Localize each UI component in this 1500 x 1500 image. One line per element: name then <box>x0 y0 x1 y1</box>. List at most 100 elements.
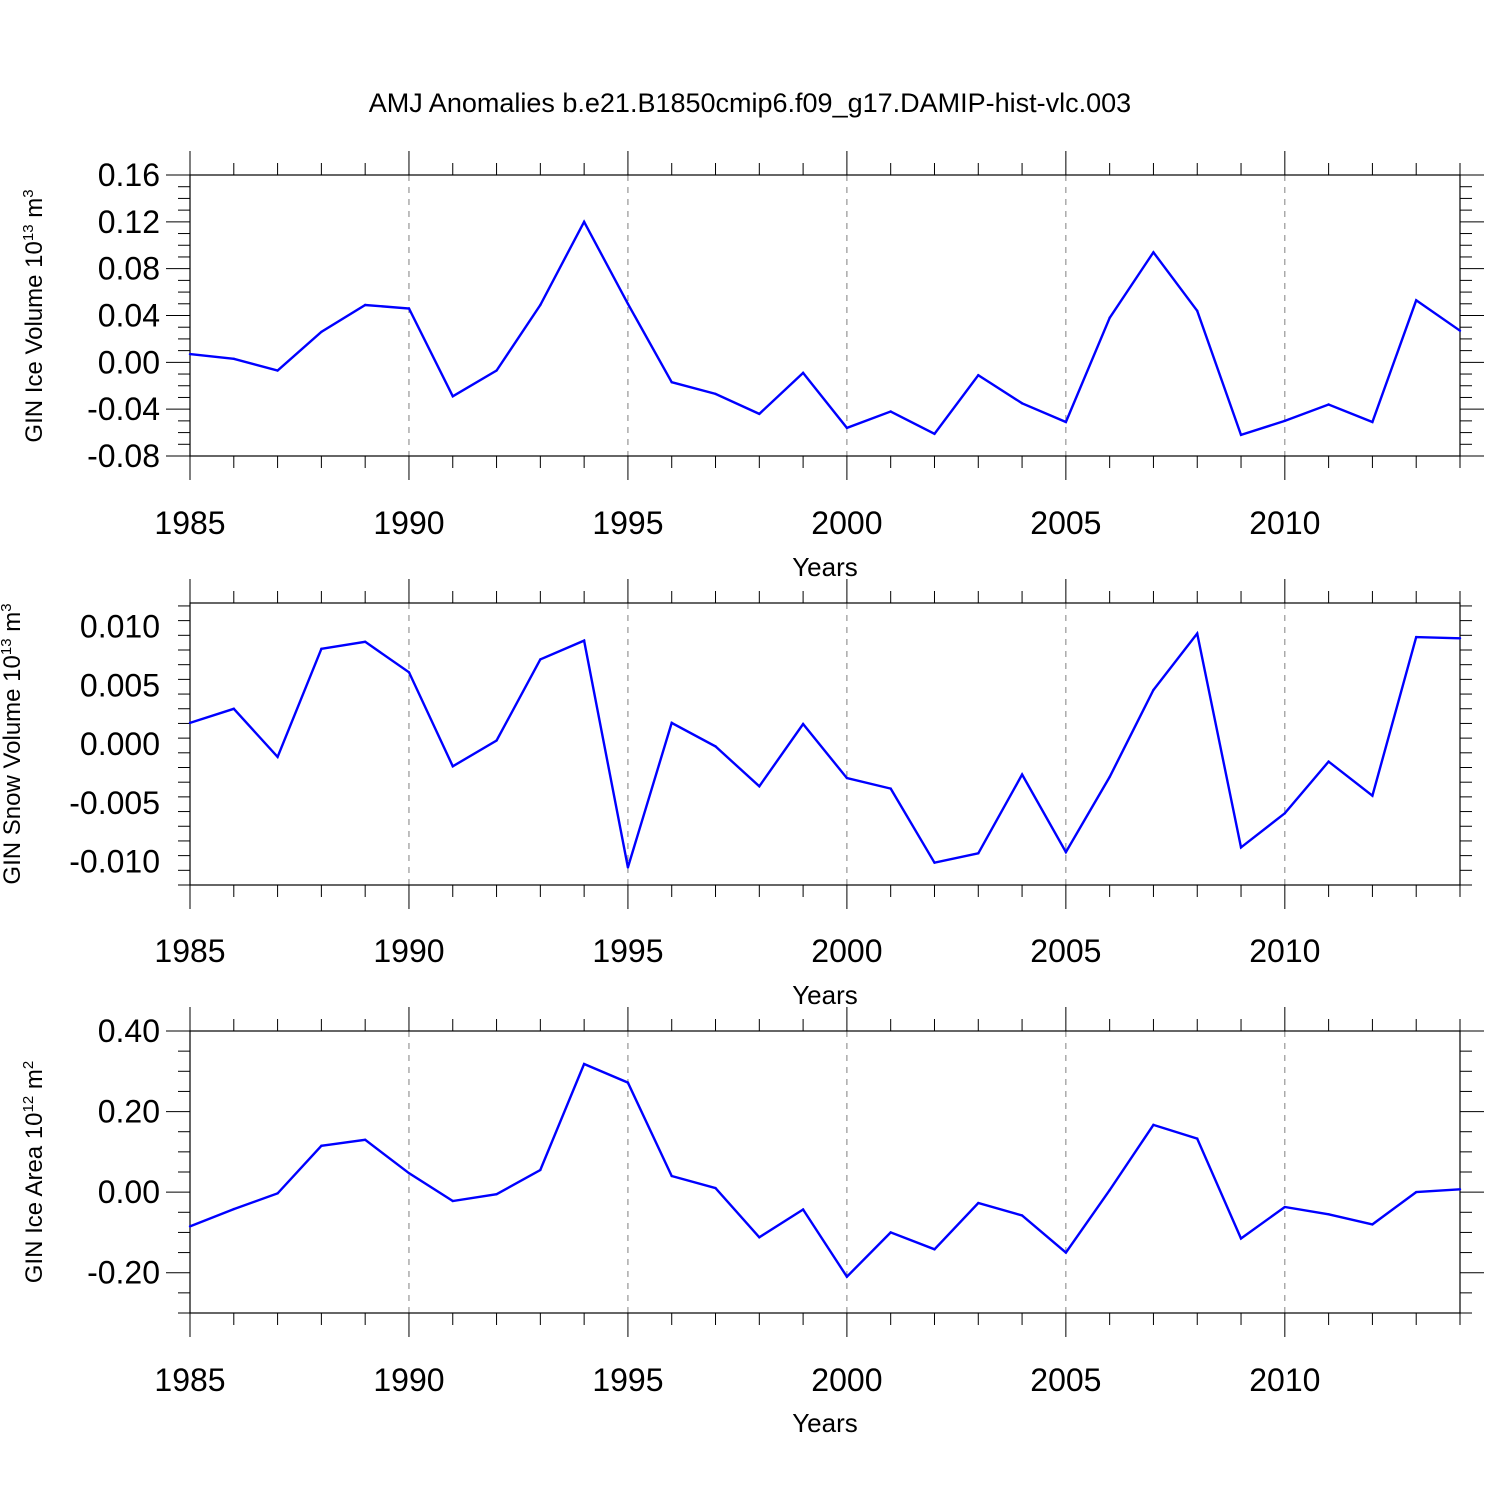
y-axis-label-superscript: 3 <box>0 603 15 611</box>
y-tick-label: 0.000 <box>80 726 160 762</box>
y-tick-label: 0.12 <box>98 204 160 240</box>
x-tick-label: 2010 <box>1249 1362 1320 1398</box>
data-point <box>1152 688 1155 692</box>
x-tick-label: 1985 <box>154 933 225 969</box>
data-point <box>801 1208 805 1211</box>
data-point <box>1327 403 1330 406</box>
plot-frame <box>189 174 1461 457</box>
data-point <box>889 410 892 413</box>
data-point <box>977 852 980 855</box>
x-tick-label: 2000 <box>811 505 882 541</box>
x-axis-label: Years <box>792 1408 858 1438</box>
data-point <box>714 745 717 748</box>
data-point <box>626 1081 630 1084</box>
figure-title: AMJ Anomalies b.e21.B1850cmip6.f09_g17.D… <box>369 88 1131 118</box>
data-point <box>232 357 235 361</box>
data-point <box>714 392 717 396</box>
y-tick-label: 0.005 <box>80 667 160 703</box>
y-axis-label-part: GIN Snow Volume 10 <box>0 655 26 884</box>
series-line <box>189 630 1461 868</box>
data-point <box>977 1201 980 1205</box>
data-point <box>1283 1205 1287 1209</box>
y-tick-label: -0.005 <box>69 785 160 821</box>
data-point <box>977 374 980 377</box>
data-point <box>407 671 411 674</box>
data-point <box>582 220 586 224</box>
data-point <box>1239 846 1243 849</box>
x-axis-label: Years <box>792 552 858 582</box>
y-tick-label: 0.04 <box>98 298 160 334</box>
data-point <box>1415 635 1418 639</box>
data-point <box>1371 420 1374 424</box>
data-point <box>495 739 498 742</box>
data-point <box>626 866 630 869</box>
y-axis-label: GIN Ice Area 1012 m2 <box>20 1061 48 1283</box>
y-axis-label-superscript: 13 <box>20 224 37 241</box>
data-point <box>1152 1123 1155 1127</box>
x-tick-label: 1995 <box>592 1362 663 1398</box>
y-axis-label-part: m <box>0 612 26 639</box>
data-point <box>1239 1237 1243 1240</box>
data-point <box>1064 850 1068 854</box>
series-line <box>189 219 1461 437</box>
data-point <box>451 765 454 768</box>
data-point <box>889 787 892 790</box>
x-tick-label: 2000 <box>811 933 882 969</box>
data-point <box>1415 299 1418 302</box>
data-point <box>933 1248 936 1251</box>
x-tick-label: 2005 <box>1030 1362 1101 1398</box>
plot-frame <box>189 602 1461 886</box>
data-point <box>1283 419 1287 423</box>
data-point <box>582 1062 586 1066</box>
x-tick-label: 2005 <box>1030 933 1101 969</box>
data-point <box>845 1275 849 1278</box>
chart-panel-3: -0.20 0.00 0.20 0.40 1985 1990 1995 2000 2005 201… <box>20 1007 1484 1438</box>
data-point <box>582 639 586 642</box>
data-point <box>363 1138 367 1141</box>
data-point <box>626 302 630 305</box>
data-point <box>495 1192 498 1196</box>
x-tick-label: 1995 <box>592 505 663 541</box>
y-axis-label-superscript: 12 <box>20 1096 37 1113</box>
series-line <box>189 1062 1461 1279</box>
data-point <box>670 381 673 384</box>
data-point <box>1020 402 1024 405</box>
data-point <box>889 1231 892 1234</box>
x-tick-label: 1990 <box>373 505 444 541</box>
data-point <box>363 640 367 643</box>
data-point <box>451 1199 454 1203</box>
data-point <box>1415 1190 1418 1194</box>
data-point <box>539 658 542 661</box>
plot-frame <box>189 1030 1461 1314</box>
y-axis-label-superscript: 13 <box>0 638 15 655</box>
data-point <box>1458 329 1462 332</box>
data-point <box>670 721 673 725</box>
x-tick-label: 2010 <box>1249 933 1320 969</box>
y-axis-label-part: m <box>21 198 48 225</box>
x-tick-label: 1990 <box>373 933 444 969</box>
x-tick-label: 1990 <box>373 1362 444 1398</box>
data-point <box>933 432 936 435</box>
y-axis-label-part: m <box>21 1069 48 1096</box>
data-point <box>320 647 323 651</box>
data-point <box>407 307 411 310</box>
data-point <box>276 1192 279 1195</box>
x-tick-label: 1985 <box>154 505 225 541</box>
data-point <box>801 371 805 375</box>
x-tick-label: 1995 <box>592 933 663 969</box>
data-point <box>451 395 454 398</box>
data-point <box>188 352 192 356</box>
data-point <box>1108 775 1111 779</box>
data-point <box>933 861 936 864</box>
data-point <box>1196 632 1199 635</box>
data-point <box>320 330 323 334</box>
data-point <box>1064 1251 1068 1254</box>
data-point <box>232 707 235 710</box>
data-point <box>539 303 542 307</box>
data-point <box>1371 794 1374 797</box>
data-point <box>1239 433 1243 437</box>
y-axis-label: GIN Ice Volume 1013 m3 <box>20 189 48 442</box>
data-point <box>495 369 498 372</box>
x-tick-label: 2010 <box>1249 505 1320 541</box>
